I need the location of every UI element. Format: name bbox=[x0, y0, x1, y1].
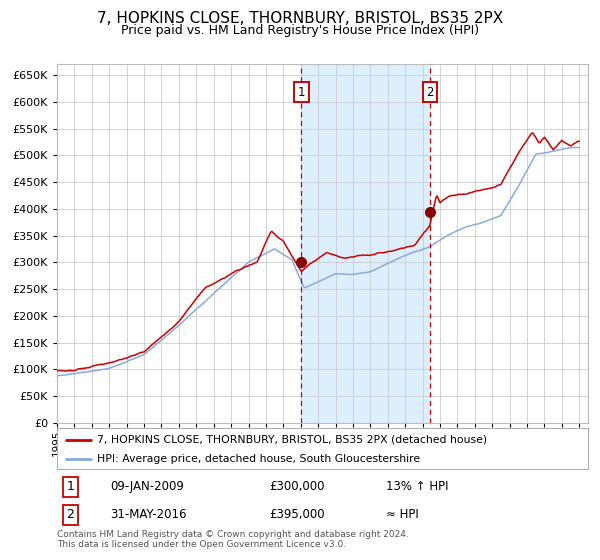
Text: This data is licensed under the Open Government Licence v3.0.: This data is licensed under the Open Gov… bbox=[57, 540, 346, 549]
Text: £300,000: £300,000 bbox=[269, 480, 325, 493]
Text: Contains HM Land Registry data © Crown copyright and database right 2024.: Contains HM Land Registry data © Crown c… bbox=[57, 530, 409, 539]
Text: 13% ↑ HPI: 13% ↑ HPI bbox=[386, 480, 449, 493]
Text: 2: 2 bbox=[426, 86, 434, 99]
Text: 7, HOPKINS CLOSE, THORNBURY, BRISTOL, BS35 2PX (detached house): 7, HOPKINS CLOSE, THORNBURY, BRISTOL, BS… bbox=[97, 435, 487, 445]
Text: 1: 1 bbox=[298, 86, 305, 99]
Bar bbox=[301, 64, 430, 423]
Text: 09-JAN-2009: 09-JAN-2009 bbox=[110, 480, 184, 493]
Text: 7, HOPKINS CLOSE, THORNBURY, BRISTOL, BS35 2PX: 7, HOPKINS CLOSE, THORNBURY, BRISTOL, BS… bbox=[97, 11, 503, 26]
Text: 1: 1 bbox=[67, 480, 74, 493]
Text: 31-MAY-2016: 31-MAY-2016 bbox=[110, 508, 187, 521]
Text: 2: 2 bbox=[67, 508, 74, 521]
Text: Price paid vs. HM Land Registry's House Price Index (HPI): Price paid vs. HM Land Registry's House … bbox=[121, 24, 479, 36]
Text: £395,000: £395,000 bbox=[269, 508, 325, 521]
Text: HPI: Average price, detached house, South Gloucestershire: HPI: Average price, detached house, Sout… bbox=[97, 454, 420, 464]
Text: ≈ HPI: ≈ HPI bbox=[386, 508, 419, 521]
